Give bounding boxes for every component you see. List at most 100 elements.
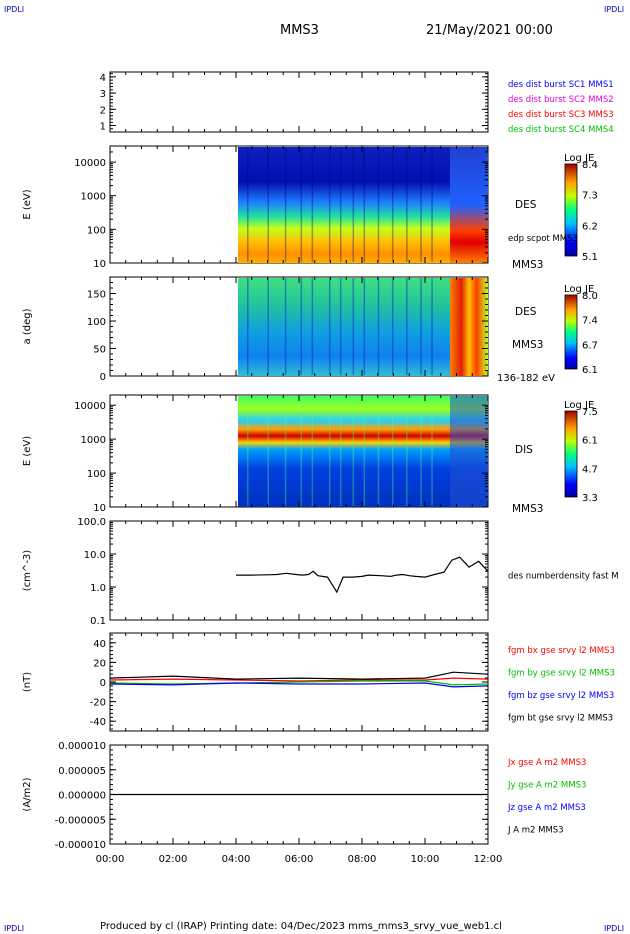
y-tick-label: 150: [87, 290, 106, 301]
colorbar-tick-label: 3.3: [582, 493, 598, 504]
legend-entry: des dist burst SC3 MMS3: [508, 110, 614, 120]
y-axis-label: (A/m2): [22, 777, 33, 811]
spectrogram-streak: [311, 396, 314, 506]
date-title: 21/May/2021 00:00: [426, 23, 553, 38]
spectrogram-streak: [431, 396, 433, 506]
instrument-label: DES: [515, 199, 537, 211]
des-pitch-background: [238, 278, 488, 376]
legend-entry: fgm by gse srvy l2 MMS3: [508, 669, 615, 679]
spectrogram-streak: [377, 396, 380, 506]
colorbar-tick-label: 4.7: [582, 464, 598, 475]
des-pitch-spectrogram: [238, 278, 488, 376]
legend-entry: Jx gse A m2 MMS3: [507, 758, 586, 768]
spectrogram-streak: [406, 147, 408, 262]
spectrogram-streak: [300, 396, 303, 506]
y-tick-label: 1: [100, 122, 106, 133]
dis-energy-background: [238, 396, 488, 507]
time-tick-label: 02:00: [159, 854, 188, 865]
y-tick-label: -0.000005: [55, 815, 106, 826]
series-line-fgm-0: [109, 677, 489, 682]
colorbar-tick-label: 7.4: [582, 316, 598, 327]
spectrogram-streak: [339, 278, 342, 375]
time-tick-label: 06:00: [285, 854, 314, 865]
spectrogram-streak: [363, 147, 366, 262]
series-line-fgm-3: [109, 671, 489, 680]
y-tick-label: 10: [93, 259, 106, 270]
dis-energy-late-burst: [450, 396, 488, 507]
colorbar-tick-label: 7.3: [582, 191, 598, 202]
spectrogram-streak: [406, 278, 408, 375]
spectrogram-streak: [284, 278, 287, 375]
legend-entry: J A m2 MMS3: [507, 826, 564, 836]
dis-energy-spectrogram: [238, 396, 488, 507]
y-tick-label: 1.0: [90, 583, 106, 594]
spacecraft-side-label: MMS3: [512, 339, 543, 351]
y-tick-label: -0.000010: [55, 840, 106, 851]
spectrogram-streak: [328, 278, 331, 375]
y-tick-label: 10000: [74, 158, 106, 169]
colorbar-tick-label: 5.1: [582, 252, 598, 263]
y-tick-label: 0: [100, 678, 106, 689]
spectrogram-streak: [300, 147, 303, 262]
y-tick-label: 0.1: [90, 616, 106, 627]
spectrogram-streak: [420, 147, 422, 262]
colorbar-title: Log JE: [564, 284, 594, 295]
y-axis-label: (nT): [22, 672, 33, 692]
spectrogram-streak: [406, 396, 408, 506]
colorbar-tick-label: 6.1: [582, 365, 598, 376]
time-tick-label: 00:00: [96, 854, 125, 865]
series-line-density-0: [236, 556, 489, 594]
spectrogram-streaks: [247, 147, 433, 506]
series-line-fgm-2: [109, 682, 489, 688]
spectrogram-streak: [267, 147, 269, 262]
spectrogram-streak: [328, 396, 331, 506]
spacecraft-side-label: MMS3: [512, 259, 543, 271]
time-tick-label: 12:00: [474, 854, 503, 865]
spectrogram-streak: [431, 278, 433, 375]
colorbar-des-pitch: [564, 294, 578, 370]
corner-label-top-left: IPDLI: [4, 5, 24, 14]
spectrogram-streak: [339, 396, 342, 506]
legend-entry: fgm bz gse srvy l2 MMS3: [508, 691, 614, 701]
corner-label-top-right: IPDLI: [604, 5, 624, 14]
spectrogram-streak: [267, 396, 269, 506]
colorbar-dis-energy: [564, 410, 578, 498]
spacecraft-title: MMS3: [280, 23, 319, 38]
spectrogram-streak: [284, 396, 287, 506]
spectrogram-streak: [352, 396, 355, 506]
spectrogram-streak: [300, 278, 303, 375]
instrument-label: DIS: [515, 444, 533, 456]
y-tick-label: 4: [100, 73, 106, 84]
legend-entry: Jz gse A m2 MMS3: [507, 803, 586, 813]
des-pitch-late-burst: [450, 278, 488, 376]
corner-label-bottom-left: IPDLI: [4, 924, 24, 933]
spectrogram-streak: [391, 278, 394, 375]
time-tick-label: 10:00: [411, 854, 440, 865]
spectrogram-streak: [311, 278, 314, 375]
colorbar-tick-label: 8.0: [582, 291, 598, 302]
y-tick-label: 1000: [81, 192, 106, 203]
legend-entry: fgm bt gse srvy l2 MMS3: [508, 714, 613, 724]
spectrogram-streak: [328, 147, 331, 262]
colorbar-tick-label: 7.5: [582, 407, 598, 418]
des-energy-spectrogram: [238, 147, 488, 263]
spectrogram-streak: [377, 278, 380, 375]
y-tick-label: 3: [100, 89, 106, 100]
overlay-label: edp scpot MMS3: [508, 234, 578, 244]
colorbar-tick-label: 6.1: [582, 436, 598, 447]
spectrogram-streak: [247, 396, 249, 506]
panel-frame-density: [109, 520, 489, 621]
panel-frame-burst: [109, 71, 489, 133]
spectrogram-streak: [247, 147, 249, 262]
time-tick-label: 08:00: [348, 854, 377, 865]
spectrogram-streak: [267, 278, 269, 375]
time-series-traces: [109, 556, 489, 796]
colorbar-des-energy: [564, 163, 578, 257]
legend-entry: fgm bx gse srvy l2 MMS3: [508, 646, 615, 656]
y-axis-label: a (deg): [22, 308, 33, 344]
y-tick-label: 0.000010: [58, 741, 106, 752]
spectrogram-streak: [284, 147, 287, 262]
